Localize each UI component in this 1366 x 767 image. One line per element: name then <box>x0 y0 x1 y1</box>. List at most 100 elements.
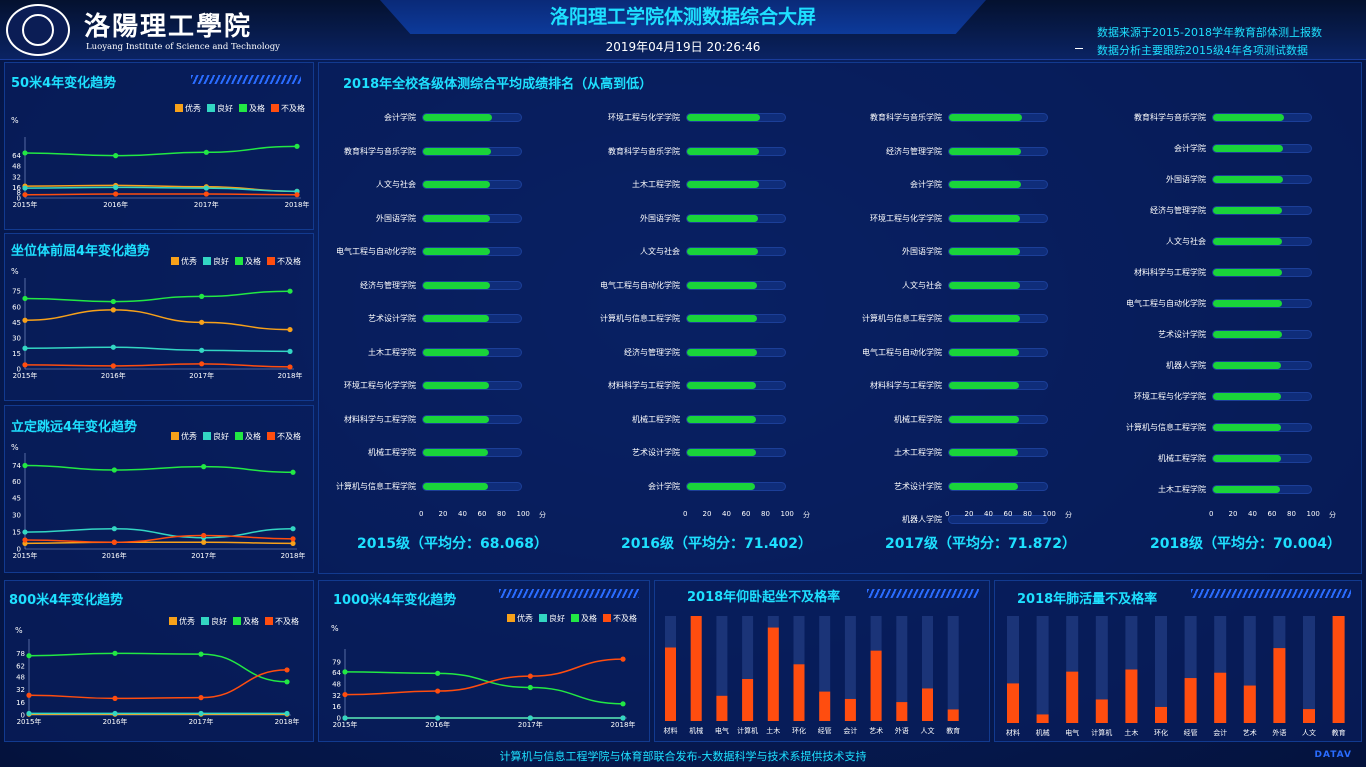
class-average-score: 2017级（平均分：71.872） <box>885 536 1076 552</box>
series-line-good <box>24 527 294 539</box>
data-point-good <box>112 710 118 717</box>
ranking-row: 计算机与信息工程学院 <box>822 314 1048 324</box>
data-point-pass <box>199 293 205 299</box>
legend-item: 不及格 <box>265 616 299 627</box>
ranking-row: 机械工程学院 <box>822 414 1048 425</box>
panel-50m: 50米4年变化趋势 优秀 良好 及格 不及格 % 0 8 16 32 48 64 2015年 2016… <box>4 62 314 230</box>
ranking-bar-track <box>422 481 522 491</box>
x-tick-label: 2015年 <box>13 200 38 209</box>
data-point-pass <box>435 670 441 676</box>
x-tick-label: 2015年 <box>333 720 358 729</box>
data-point-pass <box>112 650 118 656</box>
ranking-bar-fill <box>1213 145 1283 152</box>
ranking-college-name: 教育科学与音乐学院 <box>870 113 942 122</box>
legend-item: 不及格 <box>603 613 637 624</box>
ranking-row: 经济与管理学院 <box>296 280 522 291</box>
x-tick-label: 2018年 <box>275 717 300 726</box>
data-point-fail <box>110 363 116 369</box>
ranking-bar-track <box>686 180 786 189</box>
ranking-axis-tick: 40 <box>984 510 993 518</box>
ranking-bar-fill <box>423 114 492 121</box>
data-point-fail <box>22 362 28 368</box>
legend-swatch <box>171 257 179 265</box>
legend-item: 良好 <box>203 431 229 442</box>
data-point-fail <box>435 688 441 694</box>
ranking-axis-unit: 分 <box>1329 511 1336 519</box>
ranking-axis-tick: 20 <box>702 510 712 518</box>
ranking-college-name: 艺术设计学院 <box>894 481 942 491</box>
y-unit: % <box>11 443 19 452</box>
ranking-college-name: 土木工程学院 <box>632 180 680 189</box>
ranking-bar-fill <box>949 415 1019 423</box>
legend-swatch <box>271 104 279 112</box>
ranking-row: 电气工程与自动化学院 <box>560 280 786 291</box>
ranking-axis-tick: 60 <box>1267 510 1277 518</box>
bar <box>716 695 728 721</box>
ranking-row: 机械工程学院 <box>296 448 522 458</box>
bar <box>922 688 933 721</box>
data-point-pass <box>22 150 28 156</box>
chart-title: 立定跳远4年变化趋势 <box>11 420 138 435</box>
ranking-bar-track <box>1212 206 1312 215</box>
ranking-row: 外国语学院 <box>560 213 786 224</box>
ranking-row: 环境工程与化学学院 <box>296 381 522 391</box>
ranking-bar-track <box>948 381 1048 390</box>
bar-chart-lung-capacity: 材料 机械 电气 计算机 土木 环化 经管 会计 艺术 外语 人文 教育 <box>1006 616 1346 737</box>
ranking-row: 土木工程学院 <box>1086 485 1312 495</box>
ranking-axis-tick: 60 <box>477 510 487 518</box>
ranking-college-name: 会计学院 <box>910 180 942 189</box>
y-tick-label: 60 <box>12 478 21 486</box>
ranking-bar-fill <box>949 348 1019 356</box>
legend-item: 及格 <box>571 613 597 624</box>
ranking-row: 计算机与信息工程学院 <box>560 314 786 324</box>
ranking-row: 人文与社会 <box>822 280 1048 291</box>
legend-item: 良好 <box>201 616 227 627</box>
ranking-college-name: 经济与管理学院 <box>624 347 680 357</box>
ranking-college-name: 经济与管理学院 <box>1150 206 1206 215</box>
ranking-bar-fill <box>423 147 491 155</box>
ranking-bar-track <box>1212 268 1312 277</box>
legend-item: 优秀 <box>175 103 201 114</box>
bar <box>767 627 779 721</box>
series-line-excellent <box>24 309 291 331</box>
ranking-college-name: 电气工程与自动化学院 <box>600 280 680 290</box>
bar-category-label: 人文 <box>1302 728 1316 737</box>
y-tick-label: 45 <box>12 319 21 327</box>
ranking-axis-tick: 40 <box>722 510 731 518</box>
ranking-bar-track <box>422 448 522 457</box>
bar <box>690 616 702 721</box>
data-point-pass <box>290 469 296 475</box>
y-tick-label: 15 <box>12 350 21 358</box>
panel-long-jump: 立定跳远4年变化趋势 优秀 良好 及格 不及格 % 0 15 30 45 60 74 2015年 20… <box>4 405 314 573</box>
data-point-fail <box>22 192 28 198</box>
bar <box>947 709 959 721</box>
ranking-bar-fill <box>687 315 757 322</box>
data-point-excellent <box>110 307 116 313</box>
panel-800m: 800米4年变化趋势 优秀 良好 及格 不及格 % 0 16 32 48 62 78 2015年 20… <box>4 580 314 742</box>
bar <box>1066 671 1079 723</box>
y-tick-label: 15 <box>12 529 21 537</box>
ranking-bar-track <box>422 414 522 424</box>
data-point-good <box>284 710 290 717</box>
bar-track <box>716 616 728 721</box>
data-point-fail <box>284 667 290 673</box>
ranking-row: 土木工程学院 <box>560 180 786 190</box>
ranking-bar-track <box>948 247 1048 256</box>
y-tick-label: 0 <box>17 195 21 203</box>
series-line-good <box>24 186 298 193</box>
ranking-college-name: 计算机与信息工程学院 <box>862 314 942 323</box>
data-point-good <box>199 347 205 353</box>
ranking-college-name: 教育科学与音乐学院 <box>344 146 416 156</box>
ranking-row: 人文与社会 <box>296 180 522 190</box>
ranking-row: 教育科学与音乐学院 <box>822 113 1048 123</box>
x-tick-label: 2016年 <box>425 720 450 729</box>
data-source-note: 数据来源于2015-2018学年教育部体测上报数 <box>1097 26 1322 39</box>
ranking-row: 人文与社会 <box>1086 237 1312 247</box>
data-point-pass <box>110 298 116 305</box>
ranking-row: 教育科学与音乐学院 <box>560 146 786 157</box>
data-point-fail <box>113 191 119 197</box>
legend-item: 及格 <box>239 103 265 114</box>
ranking-axis-tick: 60 <box>741 510 751 518</box>
legend: 优秀 良好 及格 不及格 <box>171 256 301 267</box>
ranking-bar-track <box>422 146 522 156</box>
